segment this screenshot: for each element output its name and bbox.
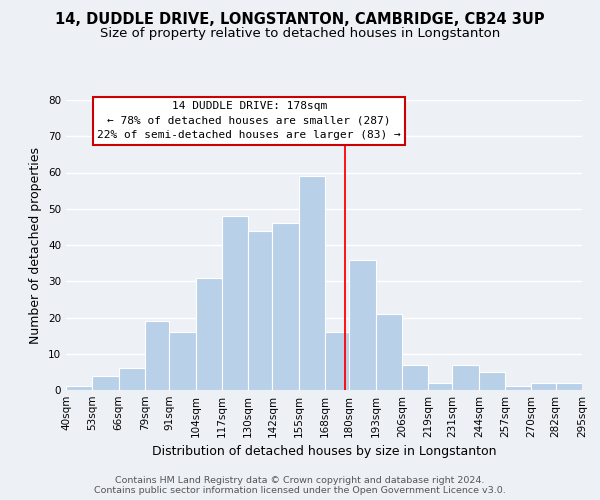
Bar [169,332,196,390]
Bar [299,176,325,390]
Bar [505,386,532,390]
Bar [66,386,92,390]
Bar [428,383,452,390]
Text: 14, DUDDLE DRIVE, LONGSTANTON, CAMBRIDGE, CB24 3UP: 14, DUDDLE DRIVE, LONGSTANTON, CAMBRIDGE… [55,12,545,28]
X-axis label: Distribution of detached houses by size in Longstanton: Distribution of detached houses by size … [152,446,496,458]
Text: 14 DUDDLE DRIVE: 178sqm
← 78% of detached houses are smaller (287)
22% of semi-d: 14 DUDDLE DRIVE: 178sqm ← 78% of detache… [97,102,401,140]
Bar [532,383,556,390]
Bar [479,372,505,390]
Bar [452,364,479,390]
Y-axis label: Number of detached properties: Number of detached properties [29,146,43,344]
Bar [272,223,299,390]
Text: Contains public sector information licensed under the Open Government Licence v3: Contains public sector information licen… [94,486,506,495]
Bar [196,278,222,390]
Bar [325,332,349,390]
Bar [556,383,582,390]
Bar [248,230,272,390]
Bar [92,376,119,390]
Text: Size of property relative to detached houses in Longstanton: Size of property relative to detached ho… [100,28,500,40]
Text: Contains HM Land Registry data © Crown copyright and database right 2024.: Contains HM Land Registry data © Crown c… [115,476,485,485]
Bar [349,260,376,390]
Bar [145,321,169,390]
Bar [119,368,145,390]
Bar [376,314,402,390]
Bar [402,364,428,390]
Bar [222,216,248,390]
